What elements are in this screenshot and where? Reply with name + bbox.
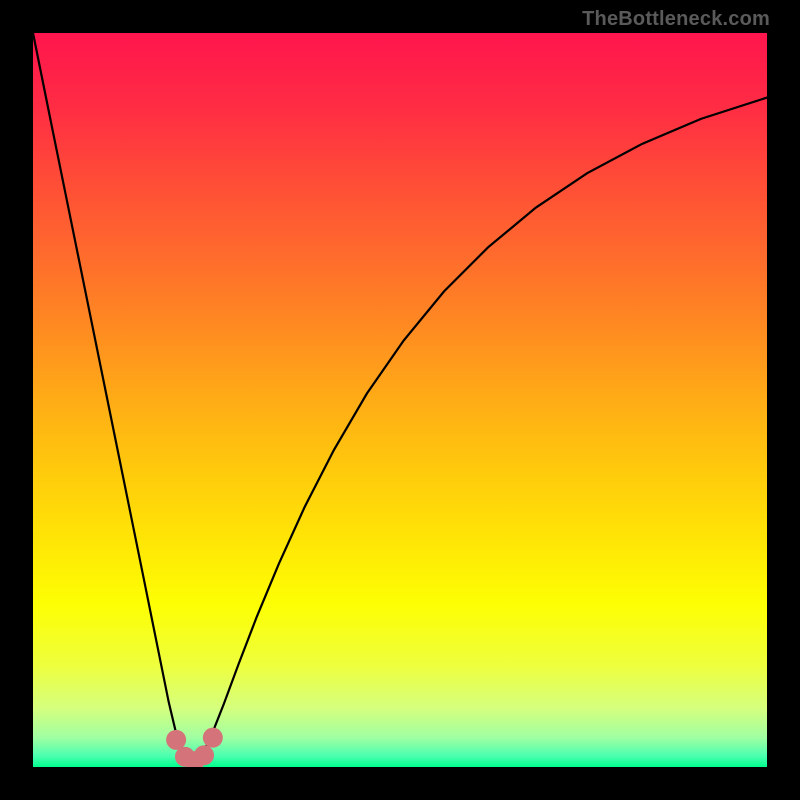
chart-plot-area [33,33,767,767]
marker-point-3 [194,745,214,765]
marker-point-4 [203,728,223,748]
chart-svg [33,33,767,767]
watermark-text: TheBottleneck.com [582,8,770,31]
marker-point-0 [166,730,186,750]
chart-background [33,33,767,767]
